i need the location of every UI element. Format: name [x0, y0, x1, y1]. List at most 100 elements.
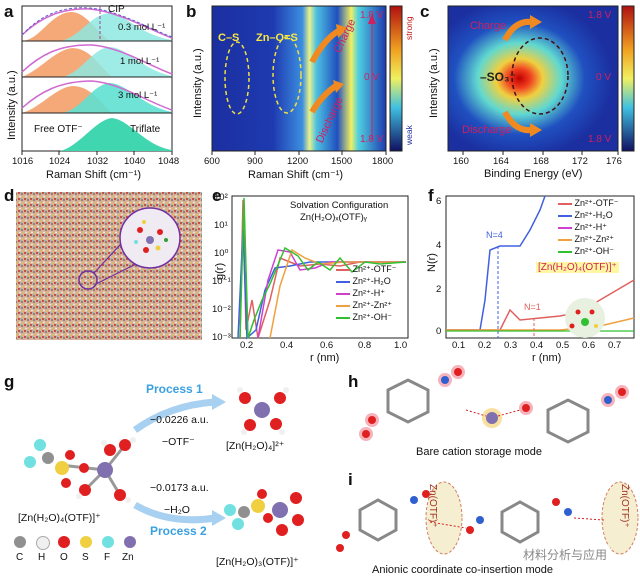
panel-f-xtick: 0.1: [452, 340, 466, 351]
energy2-label: −0.0173 a.u.: [150, 482, 209, 494]
panel-a-xtick: 1040: [124, 156, 146, 167]
legend-swatch: [336, 292, 350, 295]
panel-c-xtick: 172: [572, 156, 588, 167]
panel-f-xtick: 0.7: [608, 340, 622, 351]
panel-f-n4: N=4: [486, 230, 503, 240]
panel-a-free-label: Free OTF⁻: [34, 124, 83, 135]
panel-e-ytick: 10¹: [214, 220, 228, 231]
panel-h-caption: Bare cation storage mode: [416, 446, 542, 458]
panel-c-xtick: 160: [453, 156, 469, 167]
panel-letter-b: b: [186, 2, 197, 21]
legend-swatch: [336, 268, 350, 271]
panel-c-xtick: 164: [493, 156, 509, 167]
panel-a-conc-2: 1 mol L⁻¹: [120, 56, 160, 67]
legend-label: Zn²⁺-OTF⁻: [352, 264, 397, 274]
organic-chain-i-left: [336, 490, 430, 552]
panel-c-xtick: 176: [606, 156, 622, 167]
panel-e-xtick: 0.8: [358, 340, 372, 351]
panel-letter-g: g: [4, 372, 15, 391]
atom-swatch: [36, 536, 50, 550]
panel-letter-f: f: [428, 186, 434, 205]
atom-swatch: [124, 536, 136, 548]
panel-b-xtick: 1800: [372, 156, 394, 167]
panel-c-xlabel: Binding Energy (eV): [484, 168, 583, 180]
panel-a-xlabel: Raman Shift (cm⁻¹): [46, 169, 142, 181]
panel-a-cip-label: CIP: [108, 4, 125, 15]
panel-c-v-bot: 1.8 V: [588, 134, 612, 145]
panel-f-xlabel: r (nm): [532, 352, 562, 364]
legend-label: Zn²⁺-Zn²⁺: [574, 234, 615, 244]
panel-letter-a: a: [4, 2, 14, 21]
watermark-text: 材料分析与应用: [520, 546, 611, 563]
panel-e-ytick: 10⁻³: [212, 332, 231, 343]
panel-b-zno-label: Zn–O=S: [256, 32, 298, 44]
panel-e-ytick: 10⁰: [214, 248, 229, 259]
panel-e-xtick: 0.2: [240, 340, 254, 351]
panel-a-xtick: 1024: [49, 156, 71, 167]
panel-c-so3-label: –SO₃⁻: [480, 70, 516, 84]
panel-e-title1: Solvation Configuration: [290, 200, 389, 211]
panel-f-xtick: 0.2: [478, 340, 492, 351]
atom-label: C: [16, 552, 24, 563]
energy1-label: −0.0226 a.u.: [150, 414, 209, 426]
panel-a-conc-1: 0.3 mol L⁻¹: [118, 22, 166, 33]
atom-swatch: [80, 536, 92, 548]
legend-label: Zn²⁺-H⁺: [352, 288, 386, 298]
product1-molecule: [237, 387, 289, 435]
atom-legend: C H O S F Zn: [12, 536, 152, 576]
panel-c-discharge: Discharge: [462, 124, 512, 136]
panel-f-complex: [Zn(H₂O)₄(OTF)]⁺: [536, 262, 619, 273]
panel-f-ytick: 2: [436, 284, 442, 295]
panel-f-n1: N=1: [524, 302, 541, 312]
panel-i-tag-right: Zn(OTF)⁺: [619, 484, 630, 528]
panel-c-xtick: 168: [533, 156, 549, 167]
panel-b-xlabel: Raman Shift (cm⁻¹): [248, 169, 344, 181]
panel-f-ytick: 6: [436, 196, 442, 207]
organic-chain-i-mid: [466, 498, 572, 544]
legend-swatch: [336, 316, 350, 319]
panel-e-ytick: 10²: [214, 192, 228, 203]
panel-i-tag-left: Zn(OTF)⁺: [427, 484, 438, 528]
legend-swatch: [558, 202, 572, 205]
panel-f-ytick: 0: [436, 326, 442, 337]
panel-f-xtick: 0.5: [556, 340, 570, 351]
legend-swatch: [558, 226, 572, 229]
panel-e-xlabel: r (nm): [310, 352, 340, 364]
legend-swatch: [558, 250, 572, 253]
panel-letter-h: h: [348, 372, 359, 391]
organic-chain-left: [359, 365, 465, 441]
reactant-label: [Zn(H₂O)₄(OTF)]⁺: [18, 512, 101, 524]
panel-e-xtick: 1.0: [394, 340, 408, 351]
atom-label: S: [82, 552, 89, 563]
atom-label: Zn: [122, 552, 134, 563]
panel-letter-i: i: [348, 470, 353, 489]
product1-label: [Zn(H₂O)₄]²⁺: [226, 440, 285, 452]
reactant-molecule: [24, 437, 136, 503]
legend-label: Zn²⁺-OTF⁻: [574, 198, 619, 208]
panel-a-xtick: 1016: [12, 156, 34, 167]
panel-e-xtick: 0.6: [320, 340, 334, 351]
panel-b-v-bot: 1.8 V: [360, 134, 384, 145]
atom-label: F: [104, 552, 111, 563]
panel-i-caption: Anionic coordinate co-insertion mode: [372, 564, 553, 576]
legend-swatch: [558, 214, 572, 217]
panel-c-charge: Charge: [470, 20, 507, 32]
legend-label: Zn²⁺-OH⁻: [352, 312, 393, 322]
panel-a-conc-3: 3 mol L⁻¹: [118, 90, 158, 101]
legend-swatch: [558, 238, 572, 241]
panel-b-xtick: 900: [247, 156, 263, 167]
legend-label: Zn²⁺-Zn²⁺: [352, 300, 393, 310]
organic-chain-right: [519, 385, 629, 444]
panel-e-ytick: 10⁻¹: [212, 276, 231, 287]
atom-swatch: [102, 536, 114, 548]
atom-label: H: [38, 552, 46, 563]
loss1-label: −OTF⁻: [162, 436, 195, 448]
product2-label: [Zn(H₂O)₃(OTF)]⁺: [216, 556, 299, 568]
legend-label: Zn²⁺-H₂O: [352, 276, 391, 286]
